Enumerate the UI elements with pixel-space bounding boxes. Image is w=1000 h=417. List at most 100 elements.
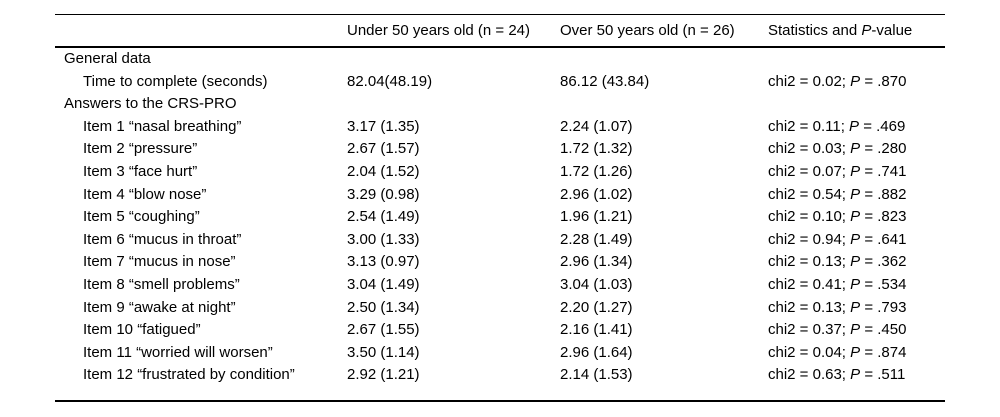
under50-value: 2.92 (1.21) xyxy=(347,366,420,384)
chi2-text: chi2 = 0.37; xyxy=(768,321,851,339)
under50-value: 3.17 (1.35) xyxy=(347,117,420,135)
over50-value: 2.28 (1.49) xyxy=(560,230,633,248)
p-value-text: = .511 xyxy=(860,366,906,384)
under50-value: 3.00 (1.33) xyxy=(347,230,420,248)
p-symbol: P xyxy=(850,230,861,248)
over50-value: 2.20 (1.27) xyxy=(560,298,633,316)
stats-value: chi2 = 0.07; P = .741 xyxy=(768,161,945,184)
col-header-under50: Under 50 years old (n = 24) xyxy=(347,22,531,39)
p-value-text: = .874 xyxy=(860,343,907,361)
under50-value: 2.67 (1.55) xyxy=(347,321,420,339)
table-row: Item 8 “smell problems” 3.04 (1.49) 3.04… xyxy=(55,274,945,297)
empty-cell xyxy=(347,48,560,71)
p-value-text: = .534 xyxy=(860,275,907,293)
empty-cell xyxy=(560,48,768,71)
row-label: Item 4 “blow nose” xyxy=(83,185,207,203)
p-symbol: P xyxy=(850,321,861,339)
stats-value: chi2 = 0.03; P = .280 xyxy=(768,138,945,161)
p-value-text: = .641 xyxy=(860,230,907,248)
row-label: Item 7 “mucus in nose” xyxy=(83,253,236,271)
chi2-text: chi2 = 0.54; xyxy=(768,185,851,203)
section-label: Answers to the CRS-PRO xyxy=(64,95,237,113)
table-row: Item 2 “pressure” 2.67 (1.57) 1.72 (1.32… xyxy=(55,138,945,161)
chi2-text: chi2 = 0.13; xyxy=(768,253,851,271)
stats-value: chi2 = 0.13; P = .793 xyxy=(768,297,945,320)
under50-value: 2.54 (1.49) xyxy=(347,208,420,226)
col-header-statistics: Statistics and P-value xyxy=(768,22,945,39)
stats-value: chi2 = 0.04; P = .874 xyxy=(768,342,945,365)
chi2-text: chi2 = 0.03; xyxy=(768,140,851,158)
p-symbol: P xyxy=(850,162,861,180)
table-row: Item 6 “mucus in throat” 3.00 (1.33) 2.2… xyxy=(55,229,945,252)
table-header-row: Under 50 years old (n = 24) Over 50 year… xyxy=(55,15,945,46)
col-header-over50: Over 50 years old (n = 26) xyxy=(560,22,735,39)
table-bottom-rule xyxy=(55,399,945,402)
p-value-text: = .882 xyxy=(860,185,907,203)
over50-value: 1.72 (1.26) xyxy=(560,162,633,180)
stats-value: chi2 = 0.13; P = .362 xyxy=(768,251,945,274)
stats-value: chi2 = 0.94; P = .641 xyxy=(768,229,945,252)
stats-value: chi2 = 0.37; P = .450 xyxy=(768,319,945,342)
table-row: Item 11 “worried will worsen” 3.50 (1.14… xyxy=(55,342,945,365)
row-label: Item 1 “nasal breathing” xyxy=(83,117,242,135)
over50-value: 1.96 (1.21) xyxy=(560,208,633,226)
p-value-text: = .870 xyxy=(860,72,907,90)
stats-header-prefix: Statistics and xyxy=(768,22,862,39)
row-label: Item 8 “smell problems” xyxy=(83,275,240,293)
empty-cell xyxy=(768,93,945,116)
table-row: Item 3 “face hurt” 2.04 (1.52) 1.72 (1.2… xyxy=(55,161,945,184)
row-label: Item 11 “worried will worsen” xyxy=(83,343,273,361)
table-row: Item 10 “fatigued” 2.67 (1.55) 2.16 (1.4… xyxy=(55,319,945,342)
p-value-text: = .362 xyxy=(860,253,907,271)
section-label: General data xyxy=(64,50,151,67)
chi2-text: chi2 = 0.13; xyxy=(768,298,851,316)
p-value-text: = .450 xyxy=(860,321,907,339)
table-row: Item 9 “awake at night” 2.50 (1.34) 2.20… xyxy=(55,297,945,320)
section-row: General data xyxy=(55,48,945,71)
p-symbol: P xyxy=(850,298,861,316)
p-symbol: P xyxy=(850,185,861,203)
p-symbol: P xyxy=(850,208,861,226)
p-symbol: P xyxy=(850,275,861,293)
p-symbol: P xyxy=(861,22,872,39)
under50-value: 3.04 (1.49) xyxy=(347,275,420,293)
stats-value: chi2 = 0.54; P = .882 xyxy=(768,184,945,207)
stats-header-suffix: -value xyxy=(871,22,913,39)
crs-pro-comparison-table: Under 50 years old (n = 24) Over 50 year… xyxy=(55,14,945,402)
under50-value: 3.29 (0.98) xyxy=(347,185,420,203)
over50-value: 86.12 (43.84) xyxy=(560,72,650,90)
under50-value: 2.04 (1.52) xyxy=(347,162,420,180)
chi2-text: chi2 = 0.07; xyxy=(768,162,851,180)
over50-value: 1.72 (1.32) xyxy=(560,140,633,158)
over50-value: 2.16 (1.41) xyxy=(560,321,633,339)
over50-value: 2.96 (1.64) xyxy=(560,343,633,361)
table-row: Item 1 “nasal breathing” 3.17 (1.35) 2.2… xyxy=(55,116,945,139)
p-symbol: P xyxy=(850,72,861,90)
under50-value: 2.50 (1.34) xyxy=(347,298,420,316)
stats-value: chi2 = 0.41; P = .534 xyxy=(768,274,945,297)
table-row: Time to complete (seconds) 82.04(48.19) … xyxy=(55,71,945,94)
chi2-text: chi2 = 0.04; xyxy=(768,343,851,361)
stats-value: chi2 = 0.02; P = .870 xyxy=(768,71,945,94)
row-label: Item 2 “pressure” xyxy=(83,140,198,158)
chi2-text: chi2 = 0.02; xyxy=(768,72,851,90)
table-row: Item 12 “frustrated by condition” 2.92 (… xyxy=(55,364,945,387)
over50-value: 2.96 (1.02) xyxy=(560,185,633,203)
p-symbol: P xyxy=(850,366,861,384)
table-row: Item 5 “coughing” 2.54 (1.49) 1.96 (1.21… xyxy=(55,206,945,229)
p-value-text: = .280 xyxy=(860,140,907,158)
row-label: Item 5 “coughing” xyxy=(83,208,200,226)
under50-value: 3.50 (1.14) xyxy=(347,343,420,361)
row-label: Item 12 “frustrated by condition” xyxy=(83,366,295,384)
row-label: Time to complete (seconds) xyxy=(83,72,268,90)
table-header-rule xyxy=(55,46,945,48)
p-value-text: = .741 xyxy=(860,162,907,180)
row-label: Item 10 “fatigued” xyxy=(83,321,201,339)
chi2-text: chi2 = 0.11; xyxy=(768,117,850,135)
table-row: Item 4 “blow nose” 3.29 (0.98) 2.96 (1.0… xyxy=(55,184,945,207)
p-symbol: P xyxy=(850,343,861,361)
stats-value: chi2 = 0.10; P = .823 xyxy=(768,206,945,229)
p-symbol: P xyxy=(849,117,860,135)
empty-cell xyxy=(768,48,945,71)
under50-value: 2.67 (1.57) xyxy=(347,140,420,158)
